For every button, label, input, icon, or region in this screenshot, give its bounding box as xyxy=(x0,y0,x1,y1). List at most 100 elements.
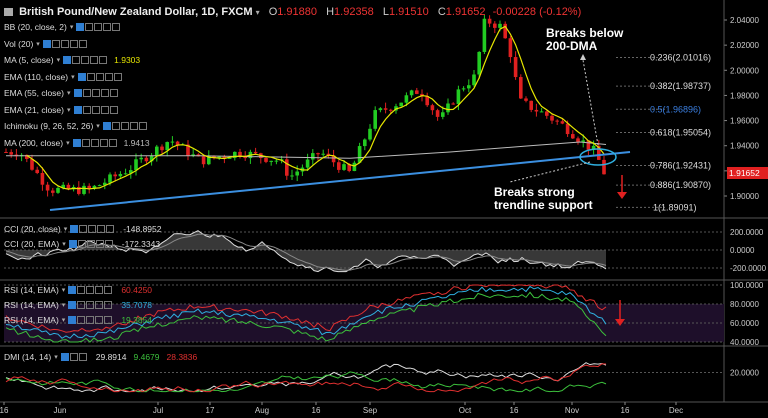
more-icon[interactable] xyxy=(69,39,78,48)
indicator-row[interactable]: Vol (20) ▾ xyxy=(4,39,87,49)
close-icon[interactable] xyxy=(112,23,121,31)
dmi-label[interactable]: DMI (14, 14) xyxy=(4,352,52,362)
settings-icon[interactable] xyxy=(102,122,111,130)
symbol-title[interactable]: British Pound/New Zealand Dollar, 1D, FX… xyxy=(19,6,253,18)
close-icon[interactable] xyxy=(138,122,147,130)
indicator-label[interactable]: Vol (20) xyxy=(4,38,34,49)
more-icon[interactable] xyxy=(104,72,113,81)
indicator-label[interactable]: MA (200, close) xyxy=(4,137,64,148)
indicator-dropdown-icon[interactable]: ▾ xyxy=(36,40,40,48)
lock-icon[interactable] xyxy=(94,23,103,31)
indicator-row[interactable]: Ichimoku (9, 26, 52, 26) ▾ xyxy=(4,121,147,131)
close-icon[interactable] xyxy=(104,316,113,324)
pane-indicator-row[interactable]: RSI (14, EMA) ▾ 35.7078 xyxy=(4,300,152,310)
indicator-dropdown-icon[interactable]: ▾ xyxy=(67,90,71,97)
settings-icon[interactable] xyxy=(63,56,72,64)
pane-indicator-row[interactable]: RSI (14, EMA) ▾ 19.3854 xyxy=(4,315,152,325)
indicator-label[interactable]: Ichimoku (9, 26, 52, 26) xyxy=(4,121,94,131)
more-icon[interactable] xyxy=(100,89,109,97)
pane-dropdown-icon[interactable]: ▾ xyxy=(61,302,66,309)
close-icon[interactable] xyxy=(78,39,87,48)
visibility-icon[interactable] xyxy=(77,286,86,294)
close-icon[interactable] xyxy=(113,72,122,81)
dmi-visibility-icon[interactable] xyxy=(69,353,78,361)
indicator-label[interactable]: MA (5, close) xyxy=(4,55,54,65)
pane-indicator-label[interactable]: RSI (14, EMA) xyxy=(4,315,59,325)
more-icon[interactable] xyxy=(95,240,104,248)
pane-dropdown-icon[interactable]: ▾ xyxy=(61,317,66,324)
more-icon[interactable] xyxy=(129,122,138,130)
visibility-icon[interactable] xyxy=(111,122,120,130)
indicator-dropdown-icon[interactable]: ▾ xyxy=(66,139,70,147)
settings-icon[interactable] xyxy=(70,225,79,233)
lock-icon[interactable] xyxy=(86,240,95,248)
indicator-row[interactable]: BB (20, close, 2) ▾ xyxy=(4,22,121,32)
more-icon[interactable] xyxy=(90,56,99,64)
visibility-icon[interactable] xyxy=(86,72,95,81)
more-icon[interactable] xyxy=(95,286,104,294)
lock-icon[interactable] xyxy=(88,225,97,233)
close-icon[interactable] xyxy=(104,301,113,309)
lock-icon[interactable] xyxy=(86,301,95,309)
more-icon[interactable] xyxy=(103,23,112,31)
settings-icon[interactable] xyxy=(73,105,82,114)
visibility-icon[interactable] xyxy=(82,89,91,97)
indicator-row[interactable]: EMA (110, close) ▾ xyxy=(4,72,122,82)
indicator-row[interactable]: EMA (55, close) ▾ xyxy=(4,88,118,98)
close-icon[interactable] xyxy=(104,286,113,294)
settings-icon[interactable] xyxy=(73,89,82,97)
close-icon[interactable] xyxy=(109,105,118,114)
indicator-label[interactable]: EMA (21, close) xyxy=(4,104,64,115)
close-icon[interactable] xyxy=(108,138,117,147)
settings-icon[interactable] xyxy=(68,316,77,324)
pane-indicator-label[interactable]: CCI (20, close) xyxy=(4,224,61,234)
close-icon[interactable] xyxy=(109,89,118,97)
close-icon[interactable] xyxy=(106,225,115,233)
visibility-icon[interactable] xyxy=(51,39,60,48)
settings-icon[interactable] xyxy=(77,72,86,81)
pane-indicator-row[interactable]: RSI (14, EMA) ▾ 60.4250 xyxy=(4,285,152,295)
more-icon[interactable] xyxy=(100,105,109,114)
lock-icon[interactable] xyxy=(86,286,95,294)
settings-icon[interactable] xyxy=(42,39,51,48)
more-icon[interactable] xyxy=(99,138,108,147)
symbol-dropdown-icon[interactable]: ▾ xyxy=(255,8,260,17)
pane-dropdown-icon[interactable]: ▾ xyxy=(63,226,68,233)
indicator-dropdown-icon[interactable]: ▾ xyxy=(56,57,61,64)
indicator-row[interactable]: MA (5, close) ▾ 1.9303 xyxy=(4,55,140,65)
lock-icon[interactable] xyxy=(91,89,100,97)
visibility-icon[interactable] xyxy=(77,316,86,324)
close-icon[interactable] xyxy=(99,56,108,64)
pane-indicator-row[interactable]: CCI (20, close) ▾ -148.8952 xyxy=(4,224,162,234)
lock-icon[interactable] xyxy=(95,72,104,81)
settings-icon[interactable] xyxy=(76,23,85,31)
indicator-row[interactable]: MA (200, close) ▾ 1.9413 xyxy=(4,138,150,148)
indicator-label[interactable]: EMA (110, close) xyxy=(4,71,69,82)
indicator-row[interactable]: EMA (21, close) ▾ xyxy=(4,105,118,115)
visibility-icon[interactable] xyxy=(77,301,86,309)
visibility-icon[interactable] xyxy=(81,138,90,147)
more-icon[interactable] xyxy=(95,301,104,309)
pane-dropdown-icon[interactable]: ▾ xyxy=(62,241,66,248)
lock-icon[interactable] xyxy=(81,56,90,64)
settings-icon[interactable] xyxy=(68,301,77,309)
pane-indicator-label[interactable]: RSI (14, EMA) xyxy=(4,300,59,310)
visibility-icon[interactable] xyxy=(85,23,94,31)
dmi-dropdown-icon[interactable]: ▾ xyxy=(54,354,58,361)
more-icon[interactable] xyxy=(97,225,106,233)
visibility-icon[interactable] xyxy=(77,240,86,248)
lock-icon[interactable] xyxy=(91,105,100,114)
pane-dropdown-icon[interactable]: ▾ xyxy=(61,287,66,294)
settings-icon[interactable] xyxy=(68,240,77,248)
lock-icon[interactable] xyxy=(120,122,129,130)
lock-icon[interactable] xyxy=(86,316,95,324)
dmi-settings-icon[interactable] xyxy=(60,353,69,361)
visibility-icon[interactable] xyxy=(72,56,81,64)
pane-indicator-label[interactable]: RSI (14, EMA) xyxy=(4,285,59,295)
indicator-label[interactable]: BB (20, close, 2) xyxy=(4,22,67,32)
indicator-label[interactable]: EMA (55, close) xyxy=(4,88,64,98)
pane-indicator-row[interactable]: CCI (20, EMA) ▾ -172.3343 xyxy=(4,239,160,249)
close-icon[interactable] xyxy=(104,240,113,248)
visibility-icon[interactable] xyxy=(82,105,91,114)
